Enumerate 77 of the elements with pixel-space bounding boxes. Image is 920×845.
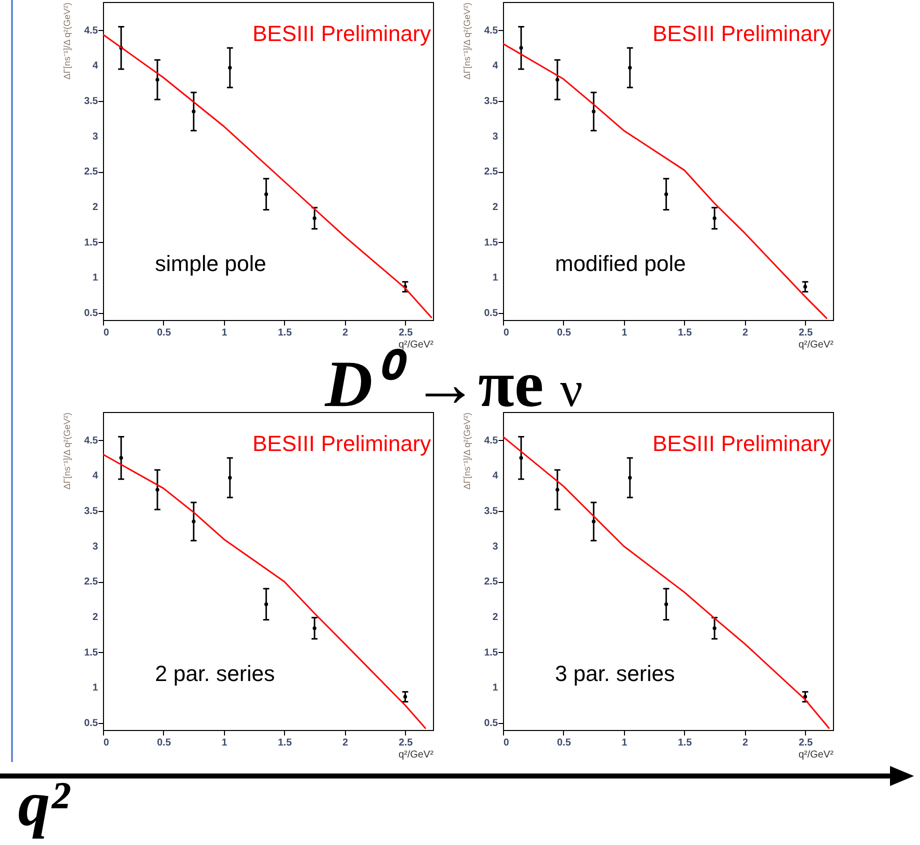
x-tick-label: 1 [622, 738, 628, 748]
y-tick-label: 1.5 [84, 237, 98, 248]
y-tick-label: 4 [92, 470, 98, 482]
y-tick-label: 4.5 [484, 435, 498, 446]
x-tick-label: 2 [742, 738, 748, 748]
y-tick-label: 3.5 [484, 506, 498, 517]
x-tick-label: 0 [104, 328, 110, 338]
y-tick-label: 2.5 [84, 576, 98, 588]
y-tick-label: 2.5 [484, 576, 498, 588]
x-tick-label: 2 [342, 328, 348, 338]
y-tick-label: 1.5 [484, 237, 498, 248]
x-tick-label: 1 [622, 328, 628, 338]
y-tick-label: 3.5 [84, 96, 98, 107]
y-tick-label: 4 [492, 470, 498, 482]
annotation: BESIII Preliminary [652, 21, 831, 46]
x-tick-label: 0.5 [556, 738, 572, 748]
y-tick-label: 1 [92, 272, 98, 284]
x-tick-label: 0 [504, 738, 510, 748]
x-tick-label: 0.5 [556, 328, 572, 338]
y-tick-label: 4 [492, 60, 498, 72]
y-tick-label: 2.5 [484, 166, 498, 178]
y-tick-label: 1.5 [84, 647, 98, 658]
y-tick-label: 1 [492, 682, 498, 694]
annotation: BESIII Preliminary [652, 431, 831, 456]
y-tick-label: 0.5 [84, 718, 98, 729]
x-tick-label: 2 [742, 328, 748, 338]
x-axis-title: q²/GeV² [398, 750, 434, 760]
x-axis-title: q²/GeV² [798, 750, 834, 760]
x-tick-label: 1 [222, 328, 228, 338]
y-tick-label: 4 [92, 60, 98, 72]
y-tick-label: 1.5 [484, 647, 498, 658]
x-tick-label: 0 [504, 328, 510, 338]
x-tick-label: 0.5 [156, 738, 172, 748]
y-tick-label: 0.5 [84, 308, 98, 319]
annotation: modified pole [555, 251, 686, 276]
text: q² [18, 768, 70, 839]
annotation: 3 par. series [555, 661, 675, 686]
y-tick-label: 4.5 [484, 25, 498, 36]
y-tick-label: 1 [92, 682, 98, 694]
y-tick-label: 4.5 [84, 435, 98, 446]
x-tick-label: 1.5 [278, 328, 292, 338]
x-tick-label: 1.5 [678, 738, 692, 748]
x-tick-label: 1.5 [278, 738, 292, 748]
x-tick-label: 2 [342, 738, 348, 748]
y-tick-label: 2 [92, 202, 98, 213]
annotation: 2 par. series [155, 661, 275, 686]
x-tick-label: 2.5 [398, 738, 414, 748]
y-axis-title: ΔΓ[ns⁻¹]/Δ q²(GeV²) [462, 412, 472, 490]
y-tick-label: 2 [492, 202, 498, 213]
y-tick-label: 2 [92, 612, 98, 623]
y-tick-label: 3 [492, 541, 498, 552]
y-tick-label: 3 [92, 541, 98, 552]
x-tick-label: 0 [104, 738, 110, 748]
annotation: BESIII Preliminary [252, 21, 431, 46]
line-series [502, 436, 830, 730]
y-tick-label: 2.5 [84, 166, 98, 178]
y-axis-title: ΔΓ[ns⁻¹]/Δ q²(GeV²) [62, 2, 72, 80]
y-tick-label: 4.5 [84, 25, 98, 36]
y-tick-label: 3 [492, 131, 498, 142]
y-tick-label: 3.5 [84, 506, 98, 517]
annotation: BESIII Preliminary [252, 431, 431, 456]
x-tick-label: 1 [222, 738, 228, 748]
annotation: simple pole [155, 251, 266, 276]
y-axis-title: ΔΓ[ns⁻¹]/Δ q²(GeV²) [62, 412, 72, 490]
x-tick-label: 2.5 [798, 738, 814, 748]
y-tick-label: 0.5 [484, 718, 498, 729]
x-tick-label: 2.5 [798, 328, 814, 338]
y-tick-label: 2 [492, 612, 498, 623]
y-tick-label: 3 [92, 131, 98, 142]
y-tick-label: 0.5 [484, 308, 498, 319]
x-tick-label: 1.5 [678, 328, 692, 338]
y-tick-label: 1 [492, 272, 498, 284]
y-tick-label: 3.5 [484, 96, 498, 107]
x-tick-label: 2.5 [398, 328, 414, 338]
x-axis-title: q²/GeV² [798, 340, 834, 350]
y-axis-title: ΔΓ[ns⁻¹]/Δ q²(GeV²) [462, 2, 472, 80]
x-tick-label: 0.5 [156, 328, 172, 338]
